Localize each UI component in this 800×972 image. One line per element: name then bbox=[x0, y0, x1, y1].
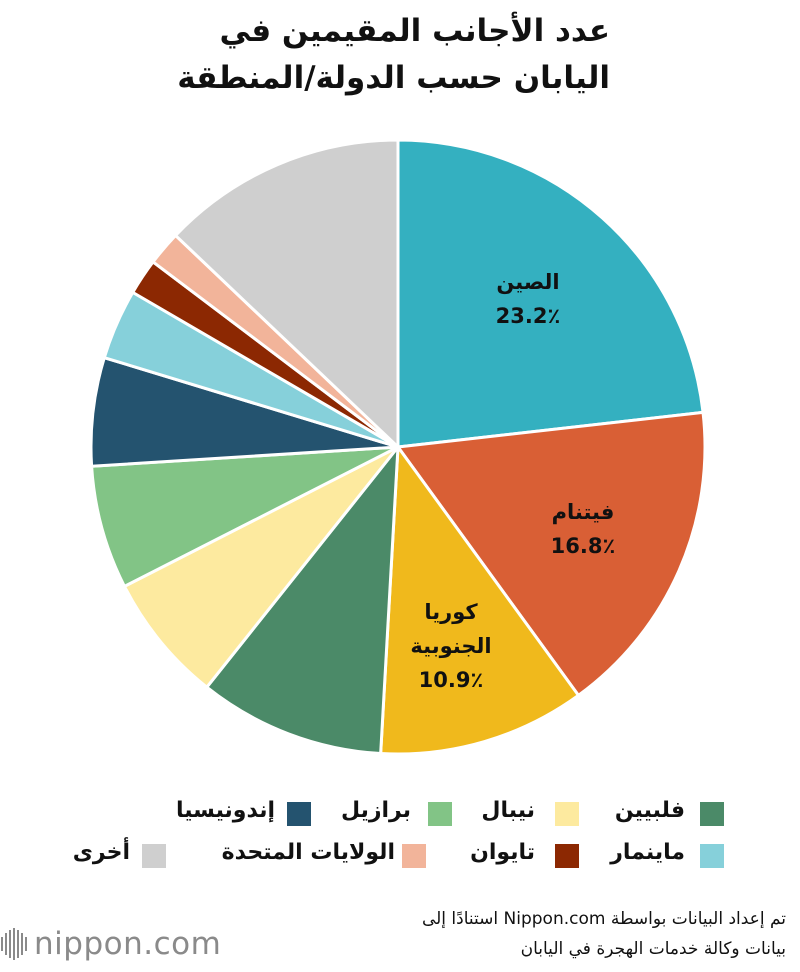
pie-slice-3 bbox=[205, 445, 400, 756]
chart-title-line-1: عدد الأجانب المقيمين في bbox=[219, 13, 610, 49]
slice-label-2-line-1: الجنوبية bbox=[410, 634, 491, 658]
slice-label-0-line-0: الصين bbox=[496, 270, 559, 294]
pie-slice-1 bbox=[396, 410, 707, 697]
pie-slice-4 bbox=[122, 445, 400, 689]
source-note: تم إعداد البيانات بواسطة Nippon.com استن… bbox=[246, 904, 786, 964]
slice-label-2-line-0: كوريا bbox=[424, 600, 478, 624]
slice-label-2: كوريا الجنوبية 10.9٪ bbox=[410, 600, 491, 692]
slice-label-1: فيتنام 16.8٪ bbox=[551, 500, 616, 558]
chart-title: عدد الأجانب المقيمين في اليابان حسب الدو… bbox=[150, 8, 610, 102]
brand-name: nippon.com bbox=[34, 926, 222, 962]
slice-label-0: الصين 23.2٪ bbox=[496, 270, 561, 328]
nippon-logo-icon bbox=[1, 928, 27, 960]
pie-slice-2 bbox=[379, 445, 580, 756]
slice-label-0-line-1: 23.2٪ bbox=[496, 304, 561, 328]
pie-slice-0 bbox=[396, 138, 705, 449]
slice-label-1-line-0: فيتنام bbox=[552, 500, 615, 524]
chart-title-line-2: اليابان حسب الدولة/المنطقة bbox=[177, 60, 610, 96]
brand-logo: nippon.com bbox=[0, 924, 221, 964]
slice-label-1-line-1: 16.8٪ bbox=[551, 534, 616, 558]
slice-label-2-line-2: 10.9٪ bbox=[419, 668, 484, 692]
pie-slice-5 bbox=[90, 445, 400, 588]
pie-slice-10 bbox=[174, 138, 400, 449]
source-line-2: بيانات وكالة خدمات الهجرة في اليابان bbox=[520, 939, 786, 959]
pie-chart: الصين 23.2٪ فيتنام 16.8٪ كوريا الجنوبية 10.9٪ bbox=[89, 138, 707, 756]
source-line-1: تم إعداد البيانات بواسطة Nippon.com استن… bbox=[421, 909, 786, 929]
